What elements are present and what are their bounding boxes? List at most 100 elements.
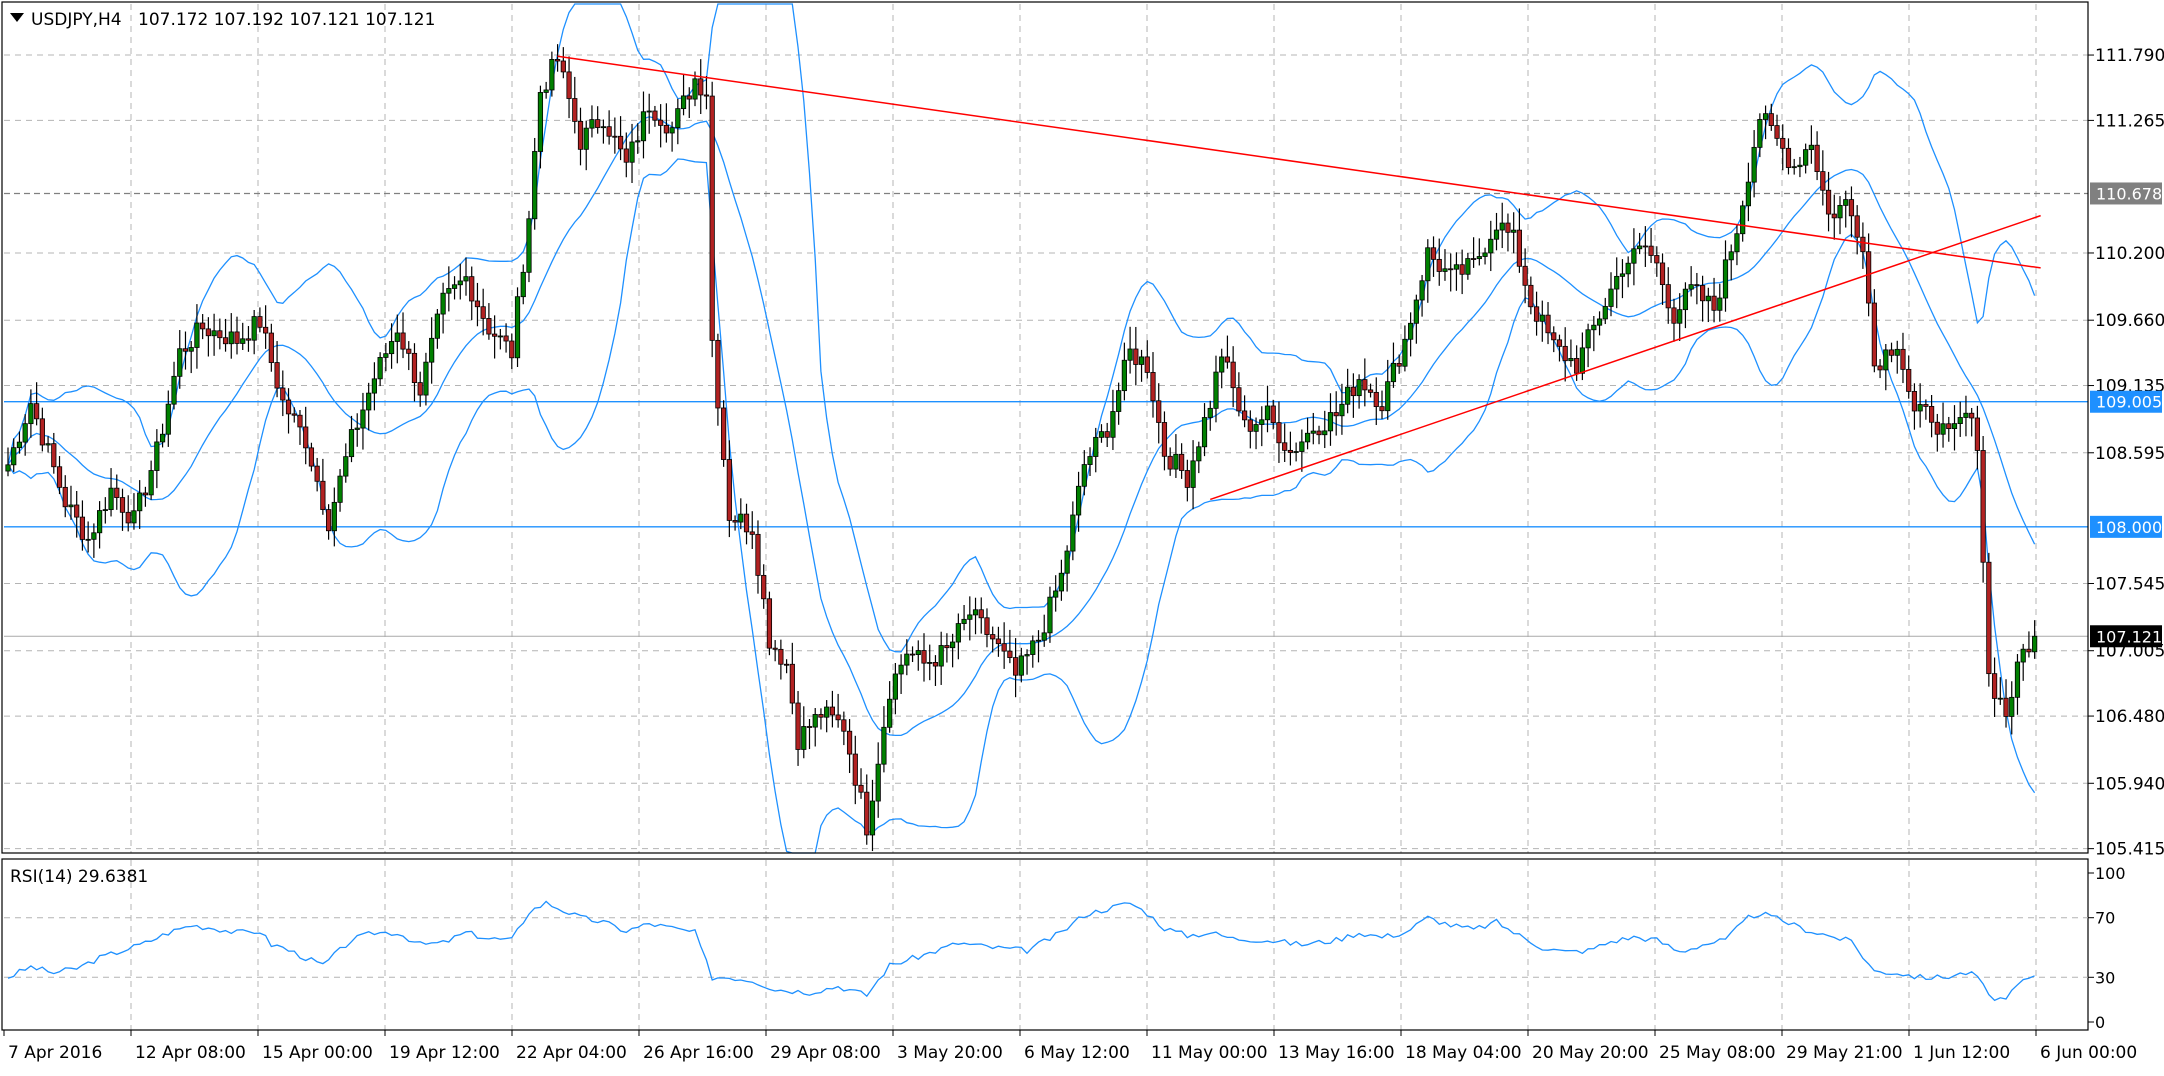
candle-body [131,510,137,524]
price-tick-label: 105.415 [2095,840,2164,860]
candle-body [62,486,68,508]
candle-body [709,95,715,341]
candle-body [102,509,108,512]
candle-body [1574,358,1580,374]
candle-body [1923,404,1929,407]
collapse-arrow-icon[interactable] [10,13,24,22]
candle-body [1883,349,1889,371]
candle-body [1041,632,1047,641]
candle-body [1367,389,1374,393]
candle-body [1688,284,1694,290]
candle-body [1825,189,1832,215]
candle-body [1030,640,1036,655]
candle-body [240,338,246,344]
candle-body [909,653,916,656]
candle-body [331,501,337,532]
candle-body [274,362,280,389]
current-price-label: 107.121 [2096,627,2162,646]
candle-body [789,663,795,704]
candle-body [1419,280,1425,301]
rsi-tick-label: 100 [2095,864,2126,883]
candle-body [354,427,360,430]
price-pane-frame [1,1,2089,854]
candle-body [1156,400,1162,423]
candle-body [125,511,131,524]
candle-body [1522,265,1528,286]
candle-body [1345,386,1351,405]
candle-body [623,148,629,163]
rsi-line [7,900,2035,1002]
candle-body [600,126,607,129]
candle-body [474,300,481,308]
candle-body [1911,391,1918,412]
candle-body [1236,387,1242,412]
candle-body [635,140,641,143]
time-tick-label: 26 Apr 16:00 [643,1043,754,1063]
candle-body [1247,419,1253,432]
candle-body [108,487,114,511]
candle-body [217,330,223,339]
level-price-box [2090,390,2162,413]
candle-body [1705,295,1711,302]
candle-body [1018,655,1024,676]
candle-body [984,617,990,635]
candle-body [1339,403,1345,417]
candle-body [1785,147,1792,168]
candle-body [1940,423,1946,435]
candle-body [532,151,538,220]
candle-body [514,296,521,359]
time-tick-label: 13 May 16:00 [1278,1043,1395,1063]
candle-body [1871,302,1877,367]
candle-body [1093,436,1099,457]
candle-body [1625,262,1631,275]
time-tick-label: 3 May 20:00 [897,1043,1003,1063]
candle-body [1917,404,1923,412]
candle-body [566,71,572,99]
level-price-label: 108.000 [2096,518,2162,537]
candle-body [1310,430,1316,434]
candle-body [503,335,509,342]
candle-body [1396,362,1402,367]
candle-body [154,441,160,471]
candle-body [423,361,429,396]
candle-body [291,413,297,416]
candle-body [1242,410,1248,421]
candle-body [950,641,956,649]
candle-body [1161,422,1168,457]
candle-body [1848,199,1855,217]
candle-body [1963,412,1969,418]
candle-body [1499,222,1505,231]
candle-body [829,706,836,716]
candle-body [1230,361,1236,389]
chart-title: USDJPY,H4 [31,10,122,30]
candle-body [537,92,544,152]
candle-body [1385,381,1391,412]
candle-body [1745,181,1751,207]
candle-body [188,347,194,352]
candle-body [1722,259,1729,299]
candle-body [680,95,687,110]
candle-body [1058,572,1064,592]
candle-body [1596,318,1603,326]
candle-body [1843,199,1849,206]
candle-body [486,318,492,335]
candle-body [589,119,595,129]
candle-body [377,357,383,380]
rsi-pane-frame [1,858,2089,1031]
candle-body [137,492,143,512]
candle-body [51,443,57,468]
candle-body [1316,430,1322,436]
candle-body [1762,113,1769,120]
candle-body [812,714,818,728]
candle-body [898,664,904,675]
candle-body [990,634,996,640]
candle-body [85,538,91,541]
price-tick-label: 106.480 [2095,707,2164,727]
price-tick-label: 111.790 [2095,46,2164,66]
candle-body [280,387,286,401]
candle-body [400,332,406,350]
candle-body [1648,245,1654,256]
candle-body [1282,442,1288,451]
candle-body [1333,412,1339,417]
candle-body [1791,166,1797,169]
